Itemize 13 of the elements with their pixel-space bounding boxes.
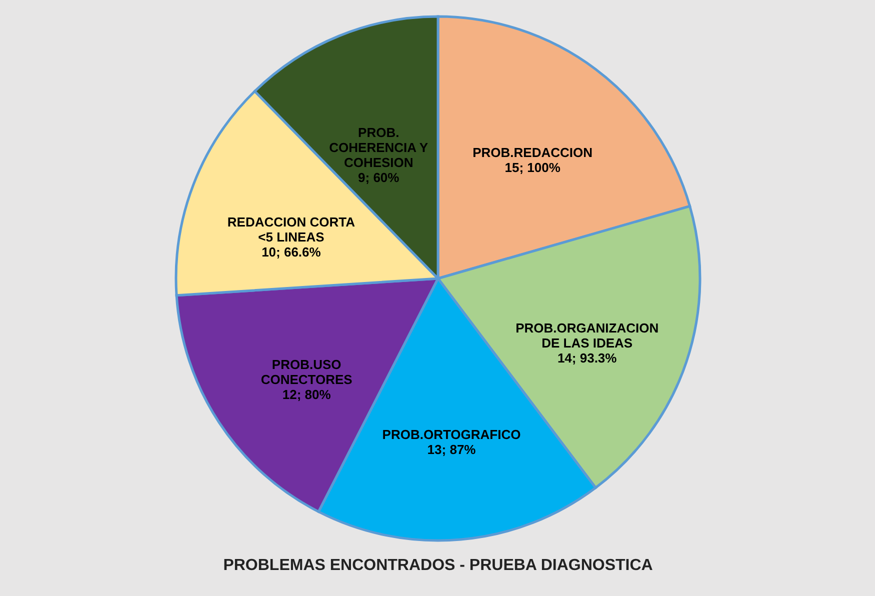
data-label: 14; 93.3%: [557, 350, 618, 366]
data-label: 10; 66.6%: [262, 244, 322, 260]
slice-label: PROB.USO CONECTORES: [260, 356, 353, 387]
data-label: 12; 80%: [282, 386, 332, 402]
data-label: 13; 87%: [427, 442, 476, 458]
slice-label: PROB.REDACCION: [472, 144, 593, 160]
data-label: 9; 60%: [358, 170, 400, 185]
slice-label: PROB. COHERENCIA Y COHESION: [329, 124, 428, 170]
slice-label: PROB.ORGANIZACION DE LAS IDEAS: [516, 320, 659, 350]
slice-label: REDACCION CORTA <5 LINEAS: [227, 214, 356, 244]
slice-label: PROB.ORTOGRAFICO: [382, 427, 521, 442]
text: PROBLEMAS ENCONTRADOS - PRUEBA DIAGNOSTICA: [223, 557, 654, 574]
data-label: 15; 100%: [504, 160, 561, 175]
